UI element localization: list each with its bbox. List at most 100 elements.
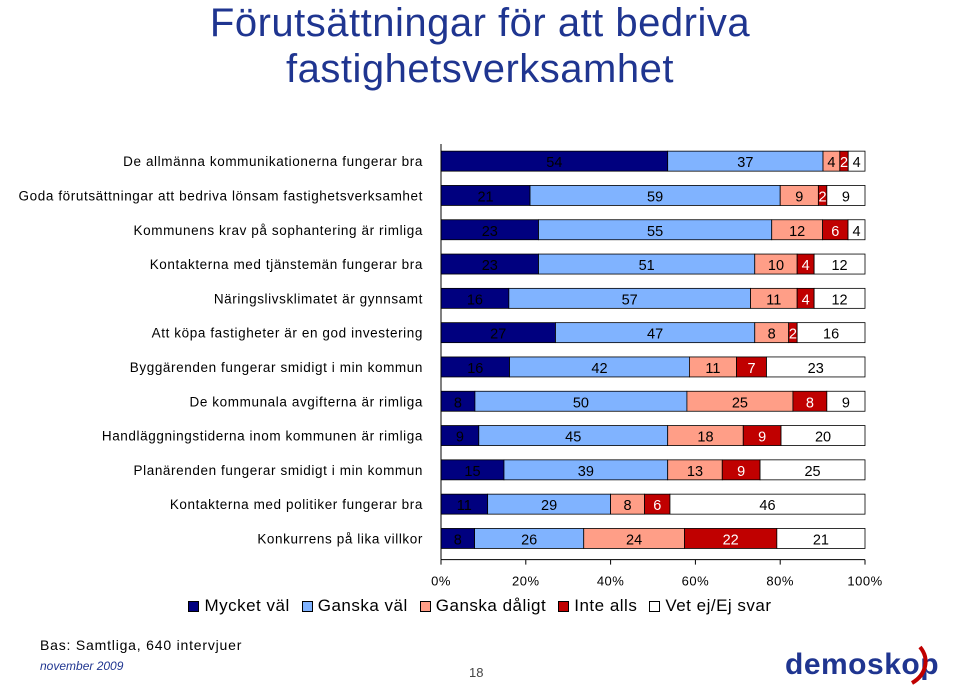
data-label: 45 <box>565 430 581 446</box>
legend-swatch <box>188 600 200 612</box>
data-label: 13 <box>687 464 703 480</box>
x-tick-label: 40% <box>597 574 625 589</box>
data-label: 4 <box>802 292 810 308</box>
data-label: 21 <box>813 532 829 548</box>
data-label: 22 <box>723 532 739 548</box>
bar-segment <box>826 185 866 206</box>
data-label: 10 <box>768 258 784 274</box>
data-label: 16 <box>467 292 483 308</box>
data-label: 59 <box>647 189 663 205</box>
category-label: Näringslivsklimatet är gynnsamt <box>214 291 423 306</box>
bar-segment <box>766 356 866 378</box>
data-label: 2 <box>789 327 797 343</box>
x-tick-label: 60% <box>682 574 710 589</box>
data-label: 18 <box>697 430 713 446</box>
data-label: 9 <box>456 430 464 446</box>
legend-swatch <box>649 600 661 612</box>
data-label: 9 <box>842 189 850 205</box>
page-number: 18 <box>469 665 484 680</box>
x-tick-label: 80% <box>766 574 794 589</box>
data-label: 16 <box>467 361 483 377</box>
bar-segment <box>826 390 866 412</box>
data-label: 2 <box>819 189 827 205</box>
legend-swatch <box>419 600 431 612</box>
category-label: Handläggningstiderna inom kommunen är ri… <box>102 429 423 444</box>
category-label: Goda förutsättningar att bedriva lönsam … <box>19 188 423 203</box>
data-label: 6 <box>831 224 839 240</box>
data-label: 7 <box>747 361 755 377</box>
legend-item: Mycket väl <box>188 596 289 616</box>
data-label: 4 <box>853 155 861 171</box>
category-label: Att köpa fastigheter är en god investeri… <box>152 326 423 341</box>
legend-item: Ganska väl <box>301 596 408 616</box>
legend-swatch <box>558 600 570 612</box>
data-label: 23 <box>808 361 824 377</box>
data-label: 27 <box>490 327 506 343</box>
data-label: 4 <box>827 155 835 171</box>
data-label: 8 <box>454 532 462 548</box>
data-label: 25 <box>804 464 820 480</box>
data-label: 25 <box>732 395 748 411</box>
data-label: 26 <box>521 532 537 548</box>
bar-segment <box>813 287 866 309</box>
logo-swoosh-icon <box>910 645 928 685</box>
x-tick-label: 20% <box>512 574 540 589</box>
data-label: 8 <box>624 498 632 514</box>
data-label: 55 <box>647 224 663 240</box>
data-label: 57 <box>622 292 638 308</box>
data-label: 4 <box>802 258 810 274</box>
data-label: 24 <box>626 532 642 548</box>
data-label: 37 <box>737 155 753 171</box>
data-label: 54 <box>546 155 562 171</box>
data-label: 51 <box>639 258 655 274</box>
data-label: 23 <box>482 224 498 240</box>
page-title: Förutsättningar för att bedriva fastighe… <box>0 0 960 92</box>
bar-segment <box>780 425 866 446</box>
bar-segment <box>813 253 866 275</box>
data-label: 16 <box>823 327 839 343</box>
bar-segment <box>776 528 866 549</box>
bar-segment <box>759 459 866 481</box>
data-label: 47 <box>647 327 663 343</box>
legend-label: Vet ej/Ej svar <box>665 596 772 615</box>
legend-item: Ganska dåligt <box>419 596 546 616</box>
title-line-2: fastighetsverksamhet <box>286 47 674 91</box>
data-label: 6 <box>653 498 661 514</box>
bar-segment <box>847 219 866 241</box>
data-label: 23 <box>482 258 498 274</box>
chart-legend: Mycket väl Ganska väl Ganska dåligt Inte al… <box>0 596 960 616</box>
stacked-bar-chart: De allmänna kommunikationerna fungerar b… <box>19 144 882 589</box>
data-label: 12 <box>831 292 847 308</box>
data-label: 2 <box>840 155 848 171</box>
data-label: 46 <box>759 498 775 514</box>
data-label: 8 <box>806 395 814 411</box>
data-label: 8 <box>454 395 462 411</box>
title-line-1: Förutsättningar för att bedriva <box>209 1 751 45</box>
data-label: 29 <box>541 498 557 514</box>
category-label: De kommunala avgifterna är rimliga <box>190 394 424 409</box>
data-label: 15 <box>464 464 480 480</box>
legend-swatch <box>301 600 313 612</box>
data-label: 50 <box>573 395 589 411</box>
data-label: 11 <box>766 292 781 308</box>
data-label: 9 <box>795 189 803 205</box>
data-label: 8 <box>768 327 776 343</box>
data-label: 20 <box>815 430 831 446</box>
bar-segment <box>847 150 866 172</box>
x-tick-label: 0% <box>431 574 451 589</box>
bar-segment <box>669 493 866 515</box>
legend-label: Inte alls <box>574 596 638 615</box>
bar-segment <box>796 322 866 344</box>
category-label: Planärenden fungerar smidigt i min kommu… <box>134 463 423 478</box>
legend-item: Vet ej/Ej svar <box>649 596 771 616</box>
data-label: 9 <box>737 464 745 480</box>
legend-label: Ganska väl <box>317 596 408 615</box>
legend-item: Inte alls <box>558 596 637 616</box>
data-label: 12 <box>789 224 805 240</box>
category-label: Byggärenden fungerar smidigt i min kommu… <box>130 360 423 375</box>
data-label: 39 <box>578 464 594 480</box>
demoskop-logo: demoskop <box>785 648 940 681</box>
category-label: De allmänna kommunikationerna fungerar b… <box>123 154 423 169</box>
data-label: 11 <box>705 361 720 377</box>
data-label: 21 <box>477 189 493 205</box>
